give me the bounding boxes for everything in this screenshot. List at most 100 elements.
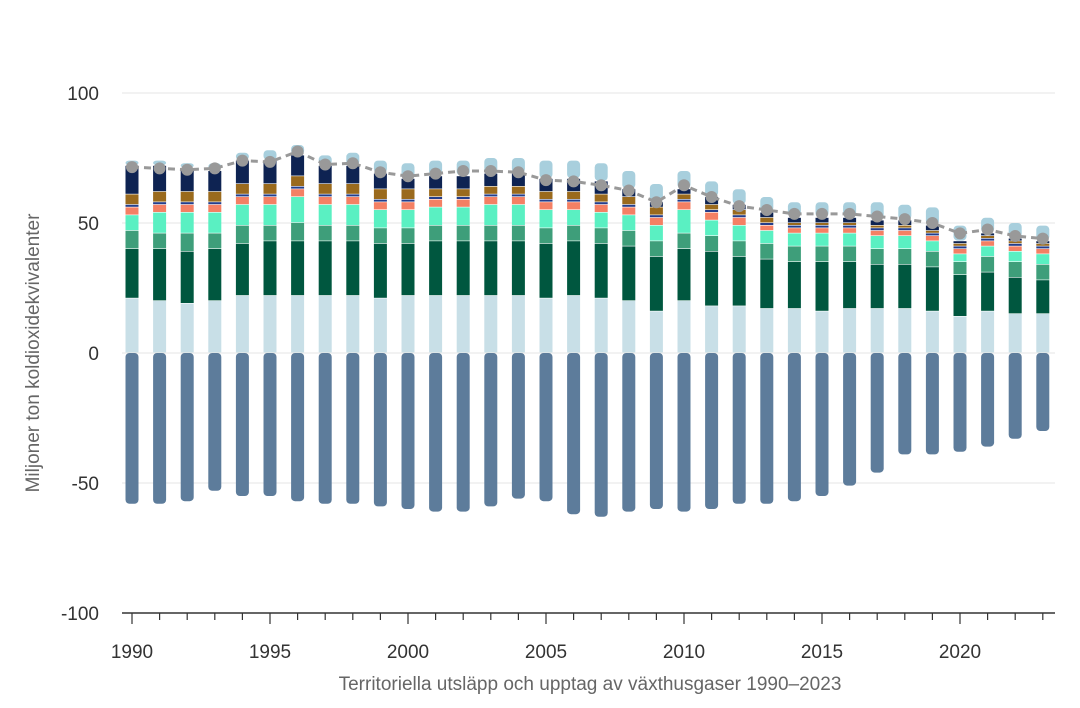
bar-segment <box>870 308 884 353</box>
bar-segment <box>263 225 277 241</box>
net-line-point <box>402 170 414 183</box>
bar-segment <box>153 204 167 212</box>
bar-segment <box>263 197 277 205</box>
bar-segment <box>953 249 967 254</box>
bar-segment <box>732 210 746 215</box>
bar-segment <box>263 204 277 225</box>
bar-segment <box>180 191 194 202</box>
bar-uptake <box>1036 353 1050 431</box>
bar-segment <box>125 194 139 205</box>
x-tick-label: 2015 <box>801 642 843 663</box>
bar-segment <box>898 230 912 236</box>
bar-uptake <box>815 353 829 496</box>
bar-segment <box>567 241 581 296</box>
net-line-point <box>567 175 580 188</box>
net-line-point <box>871 210 884 223</box>
bar-segment <box>318 194 332 197</box>
bar-segment <box>235 295 249 353</box>
bar-segment <box>180 204 194 212</box>
bar-uptake <box>208 353 222 491</box>
bar-segment <box>567 199 581 202</box>
bar-segment <box>125 215 139 231</box>
bar-segment <box>1036 280 1050 314</box>
net-line-point <box>319 158 332 171</box>
net-line-point <box>1036 232 1049 245</box>
bar-segment <box>870 230 884 236</box>
net-line-point <box>291 145 304 158</box>
bar-segment <box>484 225 498 241</box>
net-line-point <box>622 184 635 197</box>
bar-segment <box>373 298 387 353</box>
bar-segment <box>373 202 387 210</box>
bar-segment <box>456 241 470 296</box>
bar-uptake <box>401 353 415 509</box>
bar-segment <box>1008 251 1022 262</box>
bar-uptake <box>677 353 691 512</box>
bar-segment <box>787 262 801 309</box>
bar-segment <box>263 184 277 194</box>
bar-segment <box>539 298 553 353</box>
bar-segment <box>981 238 995 241</box>
bar-segment <box>511 225 525 241</box>
bar-segment <box>787 223 801 225</box>
bar-segment <box>898 308 912 353</box>
bar-segment <box>429 199 443 207</box>
bar-uptake <box>318 353 332 504</box>
bar-segment <box>622 207 636 215</box>
bar-segment <box>953 243 967 246</box>
bar-segment <box>898 228 912 231</box>
bar-segment <box>760 223 774 225</box>
bar-segment <box>622 171 636 189</box>
net-line-point <box>595 179 608 192</box>
x-axis-title: Territoriella utsläpp och upptag av växt… <box>339 674 842 695</box>
bar-segment <box>318 204 332 225</box>
x-tick-label: 2000 <box>387 642 429 663</box>
bar-segment <box>843 246 857 262</box>
bar-segment <box>208 171 222 192</box>
bar-segment <box>373 228 387 244</box>
bar-segment <box>815 228 829 233</box>
bar-segment <box>953 241 967 244</box>
bar-uptake <box>594 353 608 517</box>
bar-segment <box>815 246 829 262</box>
net-line-point <box>816 207 828 220</box>
net-line-point <box>181 163 194 176</box>
bar-segment <box>705 236 719 251</box>
bar-segment <box>180 202 194 205</box>
bar-uptake <box>125 353 139 504</box>
bar-segment <box>401 202 415 210</box>
bar-uptake <box>373 353 387 507</box>
bar-segment <box>346 241 360 296</box>
bar-segment <box>787 228 801 233</box>
bar-segment <box>208 204 222 212</box>
bar-segment <box>484 295 498 353</box>
bar-segment <box>401 189 415 199</box>
bar-segment <box>153 249 167 301</box>
bar-segment <box>925 267 939 311</box>
bar-segment <box>125 165 139 194</box>
bar-segment <box>649 241 663 257</box>
bar-segment <box>705 220 719 236</box>
bar-segment <box>125 204 139 207</box>
bar-segment <box>318 184 332 194</box>
bar-segment <box>153 202 167 205</box>
bar-segment <box>346 184 360 194</box>
bar-segment <box>760 225 774 231</box>
bar-segment <box>484 186 498 194</box>
bar-segment <box>291 189 305 197</box>
bar-uptake <box>870 353 884 473</box>
bar-segment <box>208 191 222 202</box>
net-line-point <box>678 179 690 192</box>
bar-segment <box>456 197 470 199</box>
net-line-point <box>926 217 939 229</box>
bar-segment <box>373 243 387 298</box>
net-line-point <box>843 207 856 220</box>
bar-segment <box>787 217 801 223</box>
y-tick-label: 0 <box>88 344 99 365</box>
bar-segment <box>208 249 222 301</box>
bar-segment <box>732 241 746 257</box>
bar-segment <box>1008 241 1022 244</box>
bar-segment <box>511 186 525 194</box>
bar-segment <box>539 210 553 228</box>
net-line-point <box>760 204 773 216</box>
